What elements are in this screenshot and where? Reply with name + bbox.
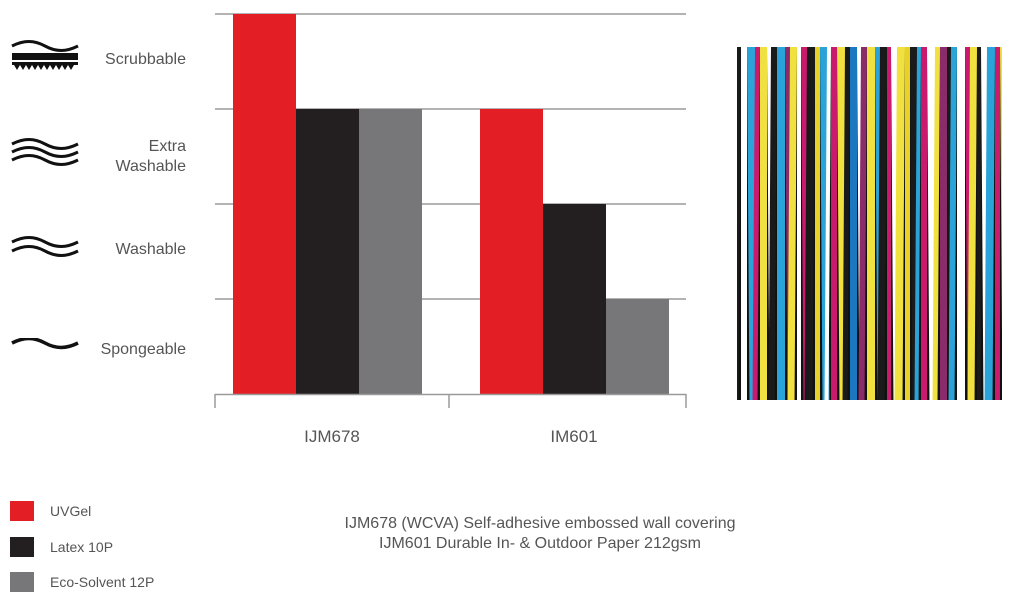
bar-ijm678-latex-10p [296,109,359,394]
photo-stripe [887,47,891,400]
photo-stripe [787,47,797,400]
y-label-extra-line2: Washable [115,158,186,175]
bar-ijm678-eco-solvent-12p [359,109,422,394]
photo-stripe [858,47,867,400]
y-label-extra-line1: Extra [148,138,186,155]
photo-stripe [984,47,995,400]
photo-stripe [850,47,857,400]
x-tick-label-ijm678: IJM678 [304,427,360,446]
spongeable-icon [11,338,79,350]
photo-stripe [824,47,831,400]
legend-item-eco-solvent: Eco-Solvent 12P [10,572,154,592]
photo-stripe [760,47,767,400]
photo-stripe [905,47,910,400]
legend-swatch-eco-solvent [10,572,34,592]
x-tick-label-im601: IM601 [550,427,597,446]
photo-stripe [967,47,977,400]
legend-label-eco-solvent: Eco-Solvent 12P [50,574,155,590]
caption: IJM678 (WCVA) Self-adhesive embossed wal… [300,514,780,554]
caption-line1: IJM678 (WCVA) Self-adhesive embossed wal… [344,515,736,532]
bar-im601-latex-10p [543,204,606,394]
photo-stripe [768,47,777,400]
photo-stripe [921,47,927,400]
y-label-scrubbable: Scrubbable [105,51,186,68]
photo-stripe [737,47,741,400]
bar-chart: IJM678 IM601 [214,13,687,446]
photo-stripe [842,47,850,400]
photo-stripe [804,47,815,400]
photo-stripe [995,47,1000,400]
photo-stripe [914,47,921,400]
bar-ijm678-uvgel [233,14,296,394]
photo-stripe [877,47,887,400]
y-label-washable: Washable [115,241,186,258]
photo-stripe [831,47,837,400]
y-label-spongeable: Spongeable [100,341,186,358]
caption-line2: IJM601 Durable In- & Outdoor Paper 212gs… [379,535,701,552]
photo-stripe [741,47,747,400]
photo-stripe [815,47,820,400]
photo-stripe [894,47,905,400]
photo-stripe [752,47,760,400]
y-label-extra-washable: Extra Washable [80,137,186,177]
legend-label-uvgel: UVGel [50,503,92,519]
chart-bars [233,14,669,394]
photo-stripe [777,47,785,400]
legend-swatch-uvgel [10,501,34,521]
legend-item-uvgel: UVGel [10,501,91,521]
chart-x-axis: IJM678 IM601 [214,393,687,446]
legend-item-latex: Latex 10P [10,537,113,557]
scrubbable-icon [11,40,79,70]
photo-stripe [867,47,875,400]
photo-stripe [940,47,947,400]
photo-stripe [932,47,940,400]
bar-im601-uvgel [480,109,543,394]
extra-washable-icon [11,138,79,166]
legend-swatch-latex [10,537,34,557]
print-sample-photo [737,47,1002,400]
photo-stripe [977,47,981,400]
photo-stripe [797,47,801,400]
photo-stripe [948,47,957,400]
legend-label-latex: Latex 10P [50,539,114,555]
washable-icon [11,236,79,257]
bar-im601-eco-solvent-12p [606,299,669,394]
photo-stripe [957,47,965,400]
